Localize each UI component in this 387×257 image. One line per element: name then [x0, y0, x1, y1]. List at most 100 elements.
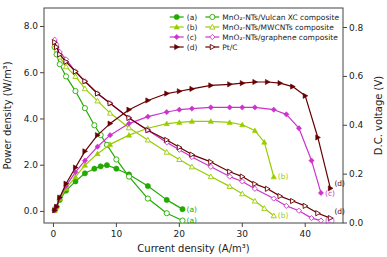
point [271, 174, 276, 179]
plot-area [52, 37, 333, 223]
point [190, 152, 195, 157]
point [114, 166, 119, 171]
point [240, 122, 245, 127]
point [316, 135, 321, 140]
point [252, 198, 257, 203]
y2-tick-label: 0.8 [349, 23, 364, 33]
point [278, 81, 283, 86]
point [271, 107, 276, 112]
legend-item: Pt/C [205, 43, 237, 52]
x-tick-label: 0 [51, 229, 57, 239]
point [316, 211, 321, 216]
point [146, 128, 151, 133]
legend-item: MnO₂-NTs/Vulcan XC composite [205, 13, 339, 22]
point [82, 86, 87, 91]
y2-tick-label: 0.0 [349, 218, 364, 228]
point [227, 120, 232, 125]
point [164, 150, 169, 155]
curve-label: (d) [334, 179, 345, 188]
legend-handle-marker [174, 34, 179, 39]
point [95, 144, 100, 149]
curve-label: (b) [278, 211, 289, 220]
series-markers [52, 37, 323, 223]
y-tick [40, 72, 44, 73]
series-line [55, 45, 274, 216]
point [165, 137, 170, 142]
legend-item: MnO₂-NTs/MWCNTs composite [205, 23, 334, 32]
point [57, 62, 62, 67]
point [253, 181, 258, 186]
point [227, 184, 232, 189]
y2-tick [343, 223, 347, 224]
point [58, 195, 63, 200]
legend-label: (b) [187, 23, 198, 32]
point [58, 52, 63, 57]
point [284, 203, 289, 208]
point [208, 164, 213, 169]
point [107, 133, 112, 138]
legend-item: (c) [170, 33, 197, 42]
point [177, 120, 182, 125]
point [127, 115, 132, 120]
y2-tick-label: 0.2 [349, 169, 363, 179]
point [82, 171, 87, 176]
x-tick-label: 30 [237, 229, 249, 239]
point [92, 123, 97, 128]
point [291, 84, 296, 89]
point [177, 89, 182, 94]
point [265, 186, 270, 191]
point [296, 208, 301, 213]
y-tick-label: 4.0 [24, 114, 39, 124]
point [240, 174, 245, 179]
point [146, 98, 151, 103]
series-line [55, 82, 331, 210]
point [95, 133, 100, 138]
point [104, 163, 109, 168]
series-line [55, 40, 321, 221]
point [309, 216, 314, 221]
curve-label: (c) [325, 189, 335, 198]
point [208, 174, 213, 179]
point [265, 79, 270, 84]
legend-handle-marker [175, 44, 180, 49]
y2-tick [343, 125, 347, 126]
point [53, 40, 58, 45]
y-tick-label: 0.0 [24, 206, 39, 216]
point [228, 82, 233, 87]
point [73, 69, 78, 74]
point [92, 166, 97, 171]
point [227, 105, 232, 110]
legend-handle-marker [210, 24, 215, 29]
x-tick-label: 20 [174, 229, 186, 239]
point [165, 91, 170, 96]
x-tick [242, 223, 243, 227]
point [83, 79, 88, 84]
point [95, 91, 100, 96]
point [240, 105, 245, 110]
y-tick-label: 6.0 [24, 68, 39, 78]
point [55, 44, 60, 49]
series-line [55, 165, 183, 210]
point [82, 158, 87, 163]
series-markers [52, 42, 276, 218]
y2-tick [343, 27, 347, 28]
x-tick [53, 223, 54, 227]
x-tick [305, 223, 306, 227]
y-tick-label: 2.0 [24, 160, 39, 170]
point [107, 110, 112, 115]
point [228, 169, 233, 174]
point [164, 197, 169, 202]
legend-label: MnO₂-NTs/graphene composite [222, 33, 338, 42]
point [180, 218, 185, 223]
point [252, 186, 257, 191]
point [82, 106, 87, 111]
point [127, 107, 132, 112]
point [177, 107, 182, 112]
legend: (a)MnO₂-NTs/Vulcan XC composite(b)MnO₂-N… [170, 13, 340, 52]
point [63, 64, 68, 69]
plot-frame [44, 8, 343, 223]
point [227, 174, 232, 179]
y-tick [40, 118, 44, 119]
y2-tick [343, 174, 347, 175]
series-markers [53, 40, 333, 221]
